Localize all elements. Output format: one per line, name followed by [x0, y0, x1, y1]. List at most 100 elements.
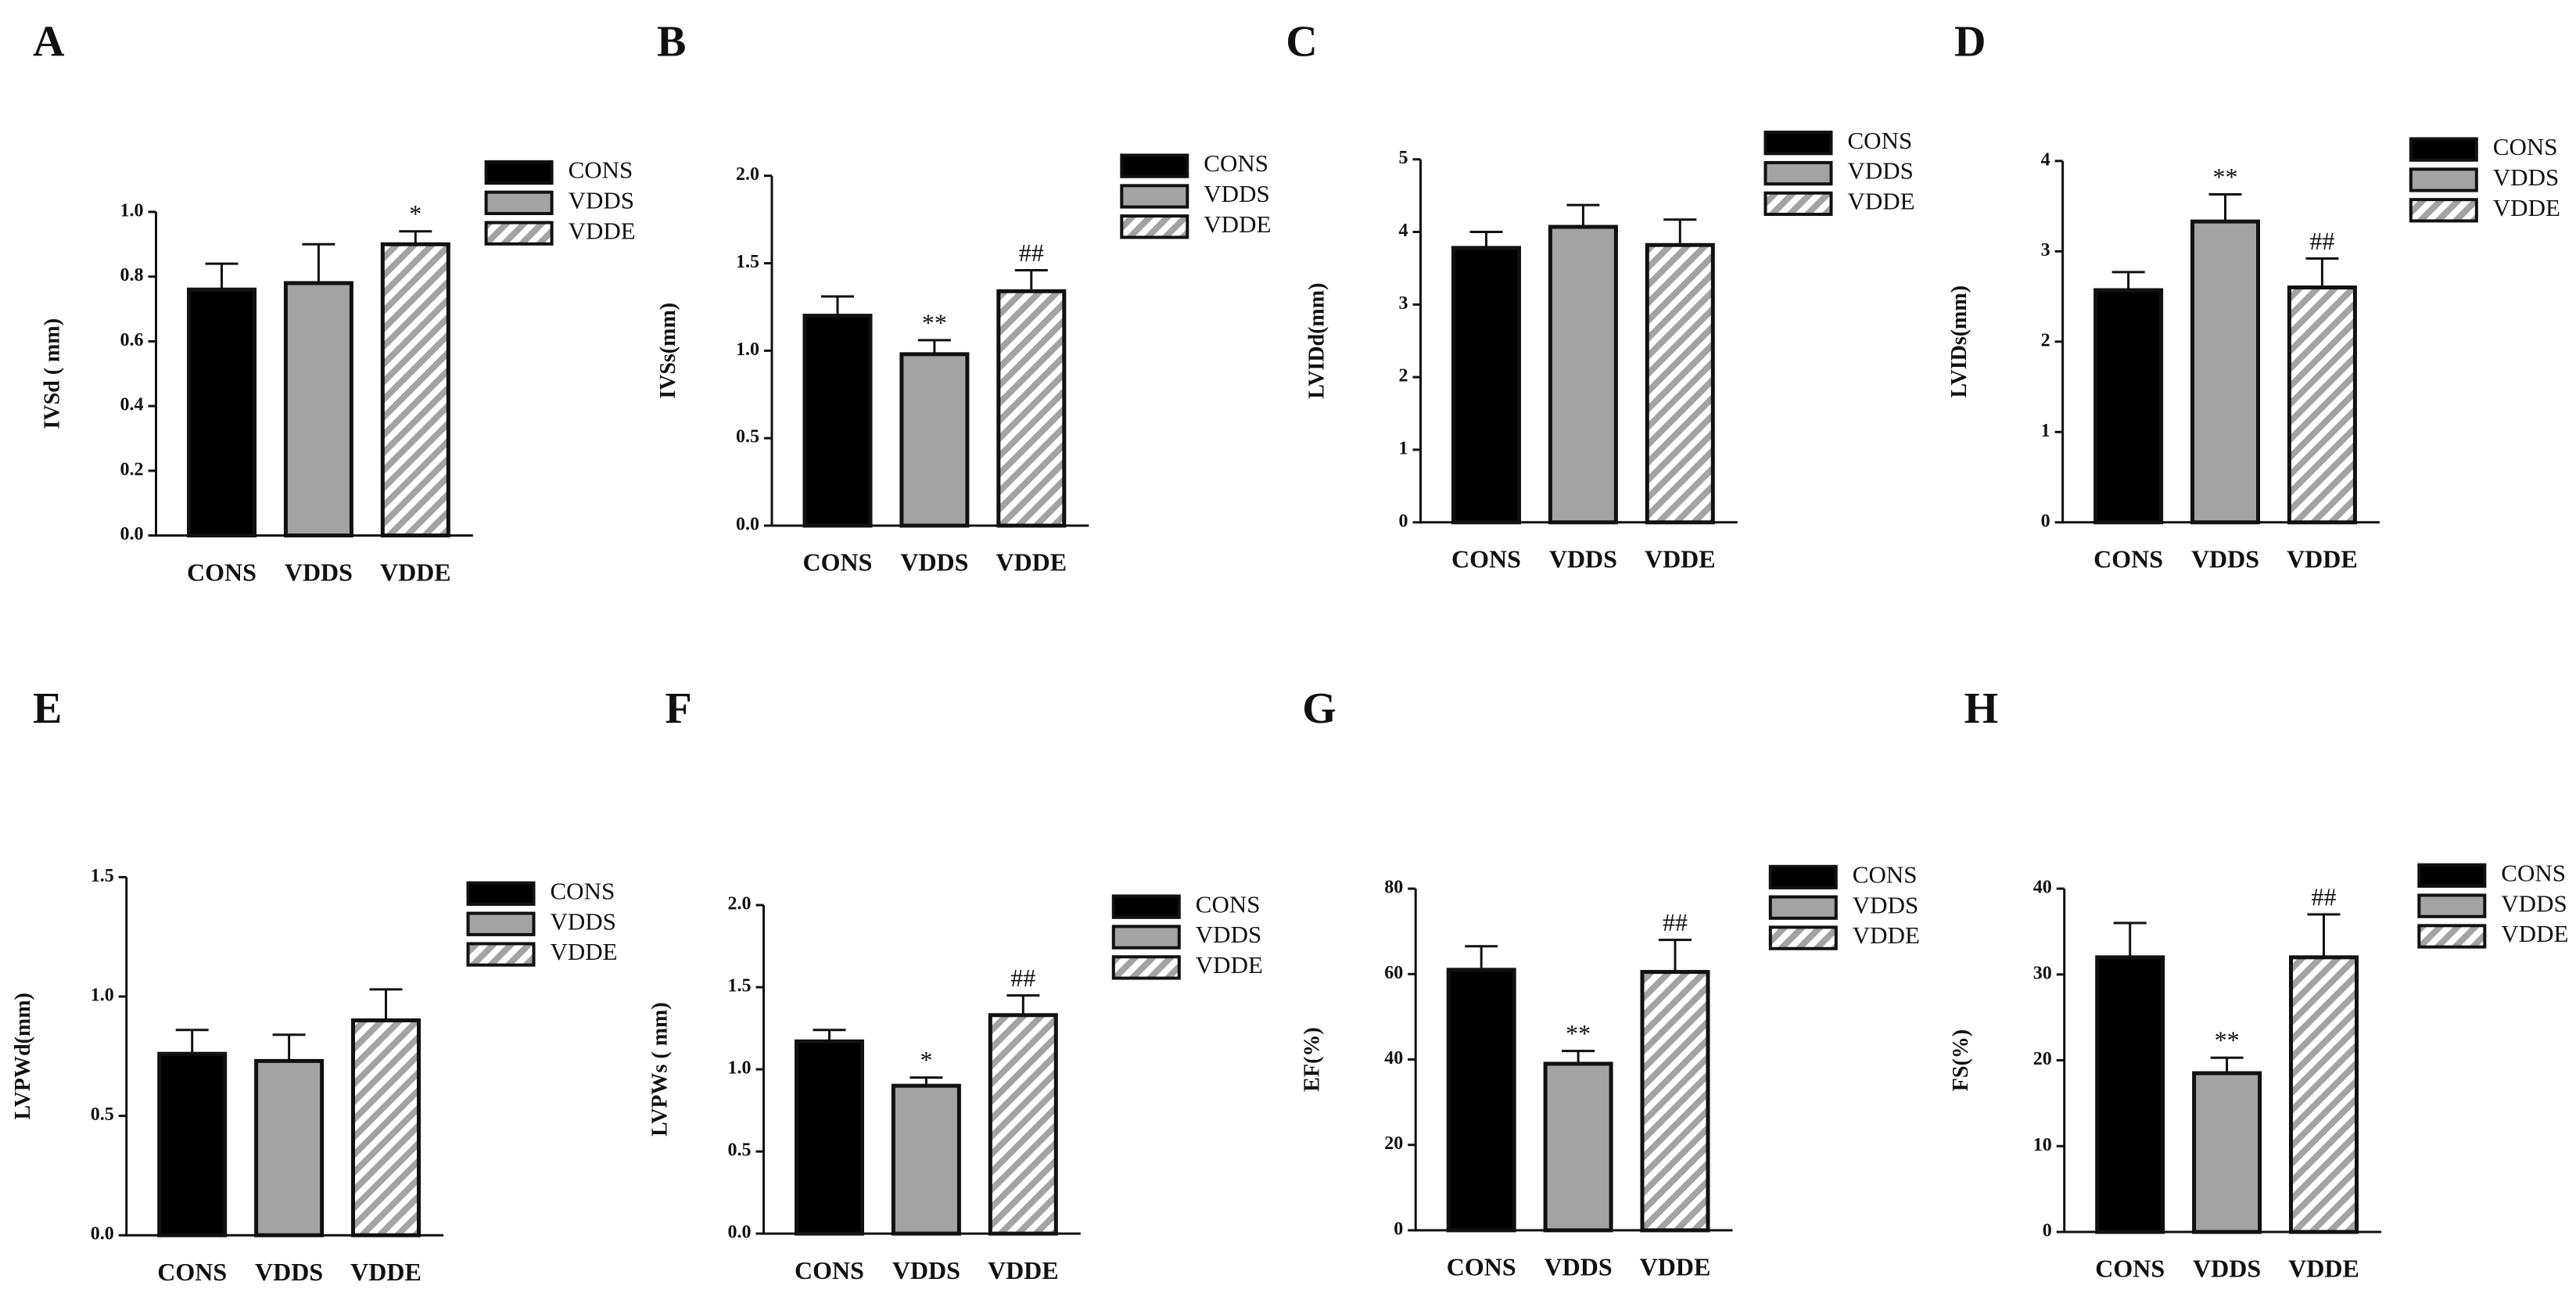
legend-swatch — [2409, 167, 2478, 192]
panel-label: H — [1964, 684, 1999, 733]
y-axis-label: LVPWs ( mm) — [648, 1002, 673, 1137]
legend-label: CONS — [1848, 127, 1913, 154]
x-tick-label: VDDE — [2287, 545, 2358, 573]
legend-swatch — [2409, 137, 2478, 162]
y-tick-label: 1.0 — [120, 200, 144, 221]
y-tick-label: 0.0 — [91, 1224, 114, 1244]
legend-label: VDDE — [551, 938, 618, 965]
legend-swatch — [1768, 895, 1838, 920]
x-tick-label: VDDS — [1545, 1253, 1613, 1281]
y-tick-label: 0.5 — [91, 1104, 114, 1125]
x-tick-label: VDDS — [285, 558, 353, 586]
x-tick-label: CONS — [803, 548, 873, 576]
x-tick-label: VDDS — [892, 1256, 960, 1284]
legend-label: CONS — [551, 878, 615, 905]
significance-label: * — [920, 1046, 932, 1074]
x-tick-label: VDDS — [2193, 1255, 2261, 1283]
legend-swatch — [466, 911, 536, 936]
legend-swatch — [2417, 924, 2487, 949]
bar — [1446, 968, 1516, 1233]
legend-swatch — [484, 160, 554, 185]
bar — [380, 242, 450, 538]
panel-label: D — [1954, 18, 1986, 66]
legend-swatch — [1763, 131, 1833, 156]
legend-swatch — [1768, 925, 1838, 950]
x-tick-label: VDDE — [1640, 1253, 1711, 1281]
legend-label: VDDS — [551, 907, 616, 935]
legend-swatch — [484, 221, 554, 246]
significance-label: ** — [1566, 1019, 1591, 1047]
x-tick-label: VDDS — [2191, 545, 2259, 573]
panel-label: E — [33, 684, 62, 733]
significance-label: ## — [1010, 964, 1035, 992]
y-tick-label: 2 — [2041, 330, 2050, 350]
y-tick-label: 1 — [1399, 438, 1408, 458]
legend-swatch — [1111, 955, 1181, 980]
y-axis-label: IVSs(mm) — [656, 303, 680, 399]
legend-swatch — [1763, 160, 1833, 186]
y-tick-label: 2 — [1399, 366, 1408, 386]
x-tick-label: CONS — [157, 1258, 227, 1286]
legend-swatch — [2417, 863, 2487, 888]
y-tick-label: 20 — [1384, 1133, 1403, 1154]
bar — [283, 281, 353, 538]
x-tick-label: VDDE — [380, 558, 451, 586]
y-tick-label: 30 — [2033, 963, 2052, 983]
legend-label: VDDE — [1196, 951, 1263, 979]
y-tick-label: 1.5 — [728, 976, 752, 997]
legend-swatch — [2409, 198, 2478, 223]
y-tick-label: 3 — [1399, 293, 1408, 314]
legend-label: VDDS — [2493, 163, 2559, 191]
legend-label: VDDE — [2493, 194, 2560, 221]
legend-label: CONS — [1853, 861, 1918, 889]
y-tick-label: 0.0 — [736, 515, 759, 535]
panel-label: A — [33, 18, 65, 66]
panel-label: C — [1286, 18, 1317, 66]
y-tick-label: 5 — [1399, 148, 1408, 168]
y-tick-label: 0.5 — [728, 1140, 752, 1161]
bar — [996, 289, 1067, 528]
y-axis-label: LVPWd(mm) — [11, 993, 35, 1119]
bar — [1543, 1061, 1613, 1233]
bar — [899, 352, 970, 528]
x-tick-label: CONS — [1447, 1253, 1516, 1281]
x-tick-label: VDDE — [988, 1256, 1059, 1284]
bar — [988, 1013, 1058, 1236]
legend-label: CONS — [2501, 859, 2566, 886]
bar — [1640, 970, 1710, 1233]
bar — [254, 1058, 325, 1237]
significance-label: ## — [2312, 882, 2337, 910]
significance-label: ** — [2215, 1026, 2240, 1054]
y-tick-label: 0 — [2041, 511, 2050, 531]
y-tick-label: 0.6 — [120, 330, 144, 350]
significance-label: ## — [2309, 227, 2334, 255]
x-tick-label: CONS — [187, 558, 257, 586]
bar — [2287, 285, 2357, 525]
bar — [1451, 246, 1521, 525]
bar — [351, 1018, 421, 1237]
y-tick-label: 0 — [1399, 511, 1408, 531]
y-tick-label: 20 — [2033, 1049, 2052, 1069]
y-axis-label: LVIDd(mm) — [1305, 283, 1329, 399]
y-tick-label: 40 — [2033, 878, 2052, 898]
bar — [2093, 288, 2164, 525]
y-tick-label: 0.8 — [120, 265, 144, 285]
y-tick-label: 1 — [2041, 421, 2050, 441]
bar — [2095, 955, 2165, 1234]
legend-swatch — [1120, 214, 1189, 239]
bar — [2192, 1071, 2262, 1234]
x-tick-label: VDDS — [900, 548, 968, 576]
panel-label: B — [657, 18, 686, 66]
y-axis-label: LVIDs(mm) — [1947, 285, 1971, 398]
legend-label: VDDS — [1196, 921, 1261, 948]
x-tick-label: CONS — [1451, 545, 1521, 573]
panel-label: G — [1302, 684, 1336, 733]
legend-swatch — [1763, 191, 1833, 217]
legend-swatch — [2417, 893, 2487, 918]
legend-label: VDDE — [1853, 921, 1920, 949]
legend-swatch — [484, 190, 554, 215]
bar — [1548, 224, 1618, 525]
y-tick-label: 2.0 — [736, 164, 759, 185]
legend-label: VDDE — [1204, 210, 1271, 238]
x-tick-label: CONS — [2093, 545, 2163, 573]
